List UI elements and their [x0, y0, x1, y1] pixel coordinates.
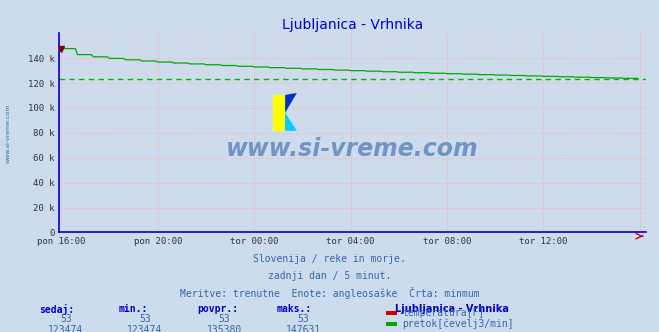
Text: www.si-vreme.com: www.si-vreme.com — [6, 103, 11, 163]
Text: 147631: 147631 — [285, 325, 321, 332]
Text: temperatura[F]: temperatura[F] — [402, 308, 484, 318]
Text: pretok[čevelj3/min]: pretok[čevelj3/min] — [402, 319, 513, 329]
Text: povpr.:: povpr.: — [198, 304, 239, 314]
Text: Slovenija / reke in morje.: Slovenija / reke in morje. — [253, 254, 406, 264]
Text: Meritve: trenutne  Enote: angleosaške  Črta: minmum: Meritve: trenutne Enote: angleosaške Črt… — [180, 287, 479, 299]
Text: 123474: 123474 — [48, 325, 84, 332]
Polygon shape — [285, 93, 297, 113]
Text: 135380: 135380 — [206, 325, 242, 332]
Text: Ljubljanica - Vrhnika: Ljubljanica - Vrhnika — [395, 304, 509, 314]
Text: 53: 53 — [297, 314, 309, 324]
Text: zadnji dan / 5 minut.: zadnji dan / 5 minut. — [268, 271, 391, 281]
Text: sedaj:: sedaj: — [40, 304, 74, 315]
Text: www.si-vreme.com: www.si-vreme.com — [226, 137, 479, 161]
Text: 123474: 123474 — [127, 325, 163, 332]
Text: 53: 53 — [218, 314, 230, 324]
Title: Ljubljanica - Vrhnika: Ljubljanica - Vrhnika — [282, 18, 423, 32]
Text: min.:: min.: — [119, 304, 148, 314]
Text: 53: 53 — [139, 314, 151, 324]
Text: maks.:: maks.: — [277, 304, 312, 314]
Polygon shape — [273, 95, 285, 131]
Text: 53: 53 — [60, 314, 72, 324]
Polygon shape — [285, 113, 297, 131]
